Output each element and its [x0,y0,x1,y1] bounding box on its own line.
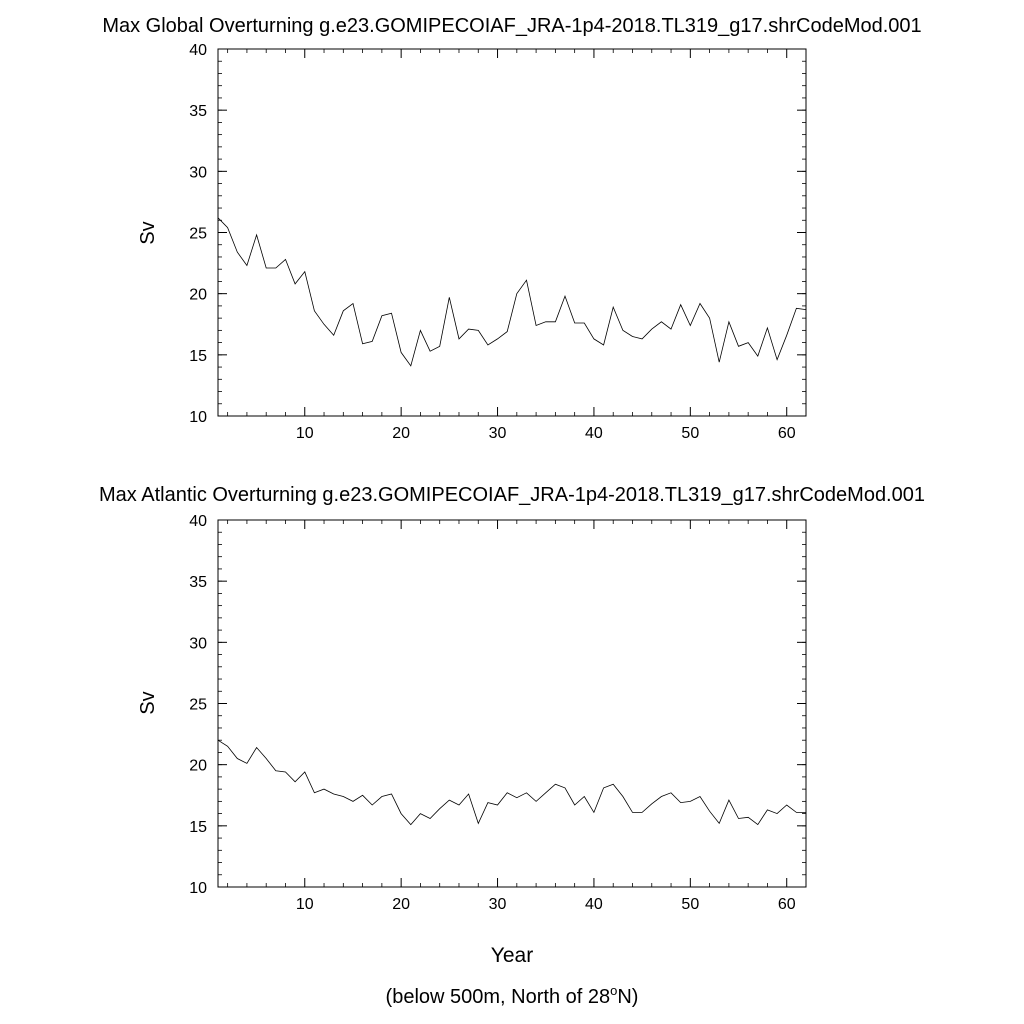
y-axis-label: Sv [137,691,159,714]
x-tick-label: 60 [778,425,796,442]
chart-title: Max Atlantic Overturning g.e23.GOMIPECOI… [99,484,925,506]
plot-frame [217,48,807,417]
x-tick-label: 40 [585,896,603,913]
footnote-suffix: N) [617,986,638,1008]
x-tick-label: 40 [585,425,603,442]
y-tick-label: 30 [189,164,207,181]
y-tick-label: 25 [189,697,207,714]
axes: 10 15 20 25 30 35 40 10 20 30 40 50 60 [189,42,807,442]
y-tick-label: 15 [189,819,207,836]
x-tick-label: 50 [681,896,699,913]
global-overturning-panel: Max Global Overturning g.e23.GOMIPECOIAF… [102,15,921,442]
y-tick-label: 15 [189,348,207,365]
y-tick-label: 10 [189,880,207,897]
plot-frame [217,519,807,888]
y-tick-label: 30 [189,635,207,652]
y-tick-label: 20 [189,758,207,775]
x-tick-label: 10 [296,896,314,913]
x-tick-label: 20 [392,425,410,442]
x-tick-label: 50 [681,425,699,442]
chart-title: Max Global Overturning g.e23.GOMIPECOIAF… [102,15,921,37]
y-tick-label: 20 [189,287,207,304]
atlantic-overturning-panel: Max Atlantic Overturning g.e23.GOMIPECOI… [99,484,925,967]
y-tick-label: 25 [189,226,207,243]
footnote: (below 500m, North of 28oN) [386,983,639,1008]
x-axis-label: Year [491,944,533,967]
y-axis-label: Sv [137,221,159,244]
series-line [217,217,807,367]
footnote-superscript: o [610,983,617,998]
y-tick-label: 40 [189,42,207,59]
y-tick-label: 35 [189,574,207,591]
footnote-prefix: (below 500m, North of 28 [386,986,611,1008]
x-tick-label: 30 [489,425,507,442]
x-tick-label: 60 [778,896,796,913]
series-line [217,739,806,826]
x-tick-label: 10 [296,425,314,442]
x-tick-label: 20 [392,896,410,913]
y-tick-label: 40 [189,513,207,530]
y-tick-label: 35 [189,103,207,120]
axes: 10 15 20 25 30 35 40 10 20 30 40 50 60 [189,513,807,913]
y-tick-label: 10 [189,409,207,426]
x-tick-label: 30 [489,896,507,913]
